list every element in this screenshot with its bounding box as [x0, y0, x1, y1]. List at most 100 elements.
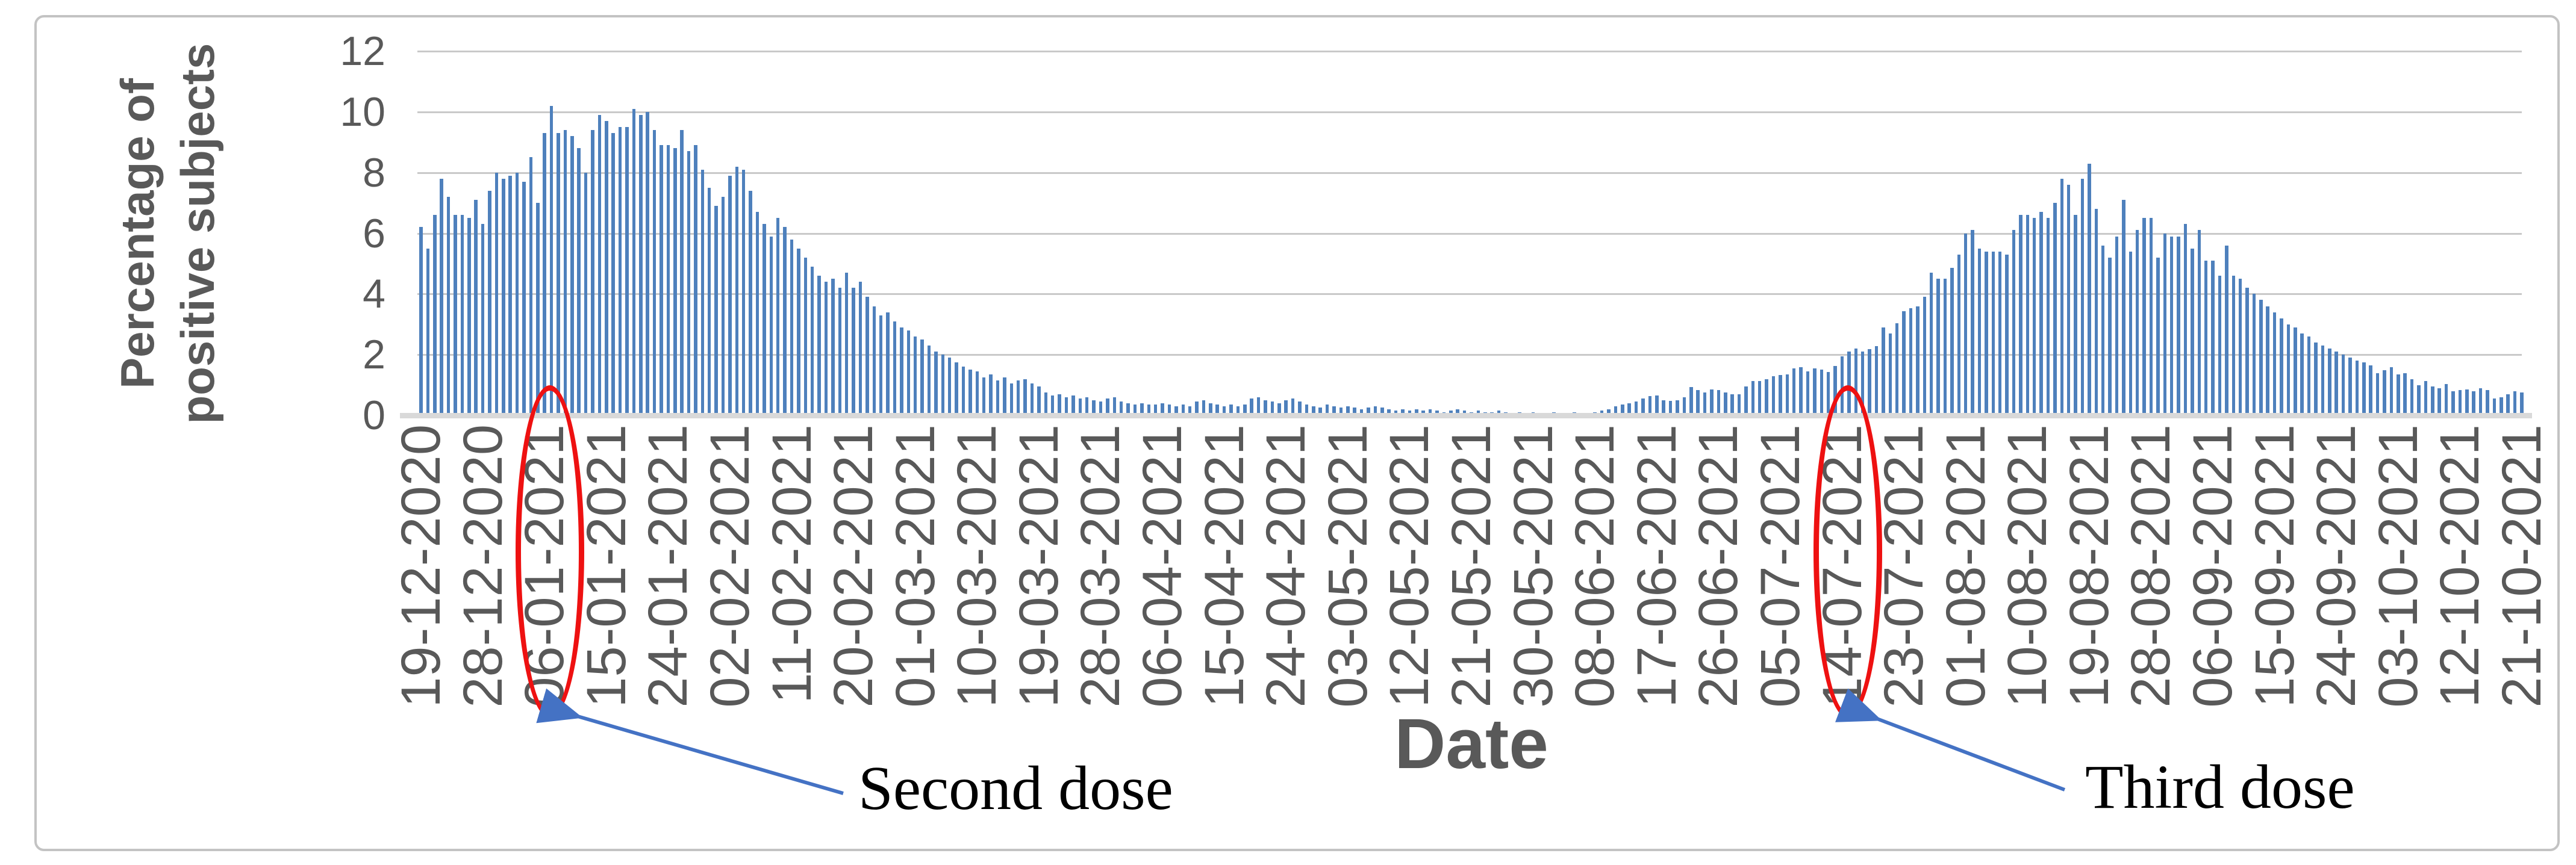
bar [2245, 288, 2249, 415]
bar [1058, 394, 1061, 415]
bar [1820, 369, 1824, 415]
x-tick-label: 12-10-2021 [2429, 424, 2491, 708]
bar [741, 169, 746, 415]
bar [858, 282, 862, 415]
bar [1765, 379, 1768, 415]
x-tick-label: 15-09-2021 [2244, 424, 2306, 708]
x-tick-label: 28-08-2021 [2120, 424, 2182, 708]
bar [2225, 245, 2228, 415]
bar [2032, 218, 2036, 415]
bar [763, 224, 766, 415]
bar [666, 145, 670, 415]
bar [982, 377, 986, 415]
bar [481, 224, 485, 415]
bar [536, 203, 540, 415]
bar [1222, 406, 1226, 415]
bar [1126, 403, 1130, 415]
bar [2341, 355, 2345, 415]
bar [2328, 349, 2331, 415]
bar [1950, 268, 1954, 415]
bar [1147, 405, 1150, 415]
bar [2012, 230, 2016, 415]
bar [632, 108, 636, 415]
bar [797, 248, 800, 415]
bar [1078, 398, 1082, 415]
bar [1030, 383, 1034, 415]
bar [1833, 366, 1837, 415]
bar [652, 130, 656, 415]
bar [591, 130, 594, 415]
bar [2472, 391, 2475, 415]
y-axis-title-line2: positive subjects [171, 43, 224, 424]
bar [886, 312, 890, 415]
bar [1016, 380, 1020, 415]
bar [2231, 276, 2235, 415]
bar [996, 380, 1000, 415]
bar [2163, 233, 2167, 415]
bar [968, 370, 972, 415]
bar [2383, 370, 2386, 415]
bar [947, 358, 952, 415]
bar [1902, 311, 1906, 415]
x-tick-label: 24-09-2021 [2306, 424, 2368, 708]
x-tick-label: 23-07-2021 [1873, 424, 1935, 708]
bar [2280, 318, 2283, 415]
bar [474, 200, 478, 415]
bar [1023, 379, 1027, 415]
bar [1806, 371, 1810, 415]
bar [1346, 406, 1350, 415]
bar [1634, 401, 1638, 415]
bar [1202, 400, 1206, 415]
bar [1071, 395, 1075, 415]
bar [557, 133, 560, 415]
bar [2142, 218, 2146, 415]
bar [810, 266, 814, 415]
bar [2094, 209, 2098, 415]
bar [502, 178, 505, 415]
bar [494, 172, 499, 415]
bar [1085, 397, 1089, 415]
x-tick-label: 28-03-2021 [1070, 424, 1132, 708]
bar [783, 227, 787, 415]
bar [961, 367, 965, 415]
bar [975, 371, 979, 415]
x-tick-label: 05-07-2021 [1749, 424, 1811, 708]
bar [1373, 406, 1377, 415]
bar [1676, 400, 1679, 415]
x-tick-label: 06-09-2021 [2182, 424, 2244, 708]
bar [2520, 392, 2524, 415]
bar [2444, 384, 2448, 415]
bar [1957, 254, 1961, 415]
bar [2355, 361, 2359, 415]
x-tick-label: 01-08-2021 [1935, 424, 1997, 708]
bar [1270, 401, 1274, 415]
bar [865, 297, 869, 415]
bar [1243, 405, 1247, 415]
bar [2060, 178, 2064, 415]
bar [1044, 392, 1048, 415]
bar [1860, 351, 1865, 415]
bar [1456, 409, 1459, 415]
x-tick-label: 15-04-2021 [1193, 424, 1255, 708]
bar [2307, 336, 2311, 415]
bar [1092, 400, 1096, 415]
bar [1730, 394, 1734, 415]
bar [426, 248, 430, 415]
bar [1359, 409, 1364, 415]
third-dose-circle-annotation [1813, 385, 1882, 718]
x-tick-label: 19-12-2020 [390, 424, 452, 708]
y-tick-label: 6 [363, 210, 385, 256]
bar [2115, 236, 2119, 415]
bar [1277, 403, 1281, 415]
bar [1785, 374, 1789, 415]
bar [2458, 390, 2462, 415]
y-tick-label: 2 [363, 332, 385, 378]
x-tick-label: 12-05-2021 [1379, 424, 1441, 708]
bar [1050, 395, 1055, 415]
bar [2286, 324, 2291, 415]
bar [2397, 374, 2400, 415]
bar [1724, 392, 1727, 415]
y-tick-label: 8 [363, 149, 385, 196]
bar [1916, 306, 1920, 415]
bar [694, 145, 697, 415]
